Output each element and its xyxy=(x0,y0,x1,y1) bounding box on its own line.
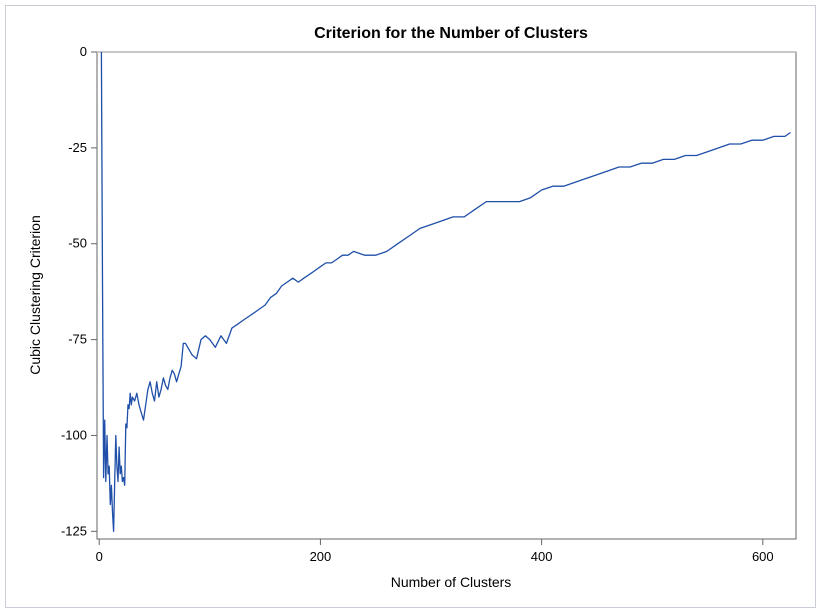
y-tick-label: -75 xyxy=(68,332,87,347)
x-axis-label: Number of Clusters xyxy=(391,574,512,590)
x-tick-label: 400 xyxy=(531,549,553,564)
chart-title: Criterion for the Number of Clusters xyxy=(314,25,588,42)
plot-area xyxy=(96,51,797,540)
y-tick-label: -100 xyxy=(61,427,87,442)
y-axis-ticks: 0 -25 -50 -75 -100 -125 xyxy=(61,44,97,538)
x-axis-ticks: 0 200 400 600 xyxy=(96,539,774,564)
y-axis-label: Cubic Clustering Criterion xyxy=(27,215,43,375)
chart-frame xyxy=(5,5,816,608)
x-tick-label: 200 xyxy=(310,549,332,564)
y-tick-label: -25 xyxy=(68,140,87,155)
y-tick-label: -125 xyxy=(61,523,87,538)
y-tick-label: -50 xyxy=(68,236,87,251)
y-tick-label: 0 xyxy=(80,44,87,59)
x-tick-label: 600 xyxy=(752,549,774,564)
ccc-series-line xyxy=(100,51,791,532)
x-tick-label: 0 xyxy=(96,549,103,564)
